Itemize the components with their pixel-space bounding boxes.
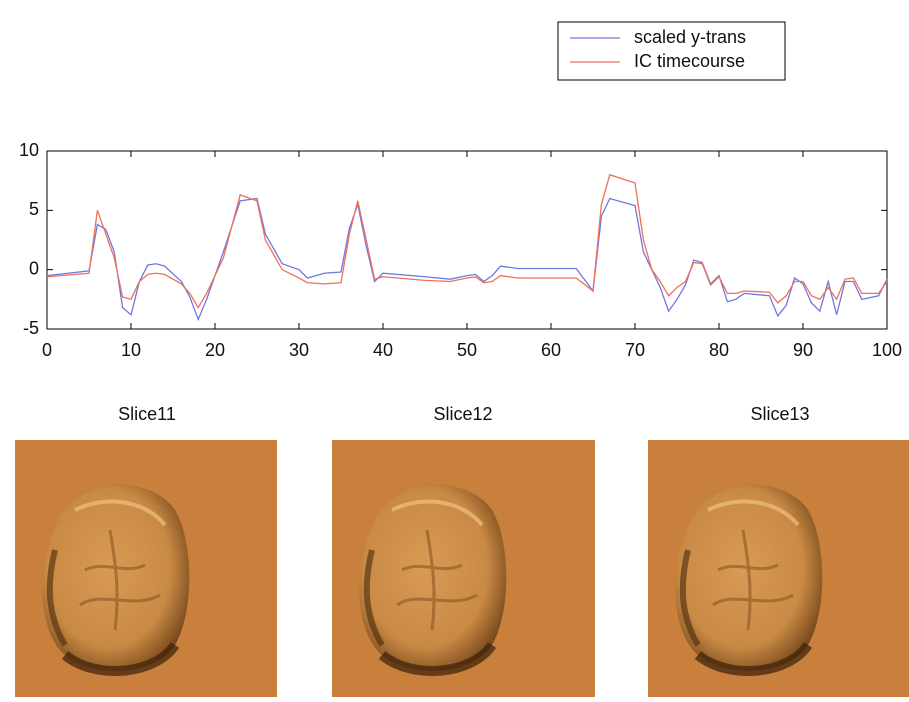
y-tick-label: -5 <box>23 318 39 338</box>
slice-title: Slice12 <box>433 404 492 424</box>
figure: Slice11 Slice12 Slice13 -505100102030405… <box>0 0 909 697</box>
data-line <box>47 198 887 319</box>
y-tick-label: 5 <box>29 199 39 219</box>
x-tick-label: 80 <box>709 340 729 360</box>
x-tick-label: 50 <box>457 340 477 360</box>
slice-panel <box>648 440 909 697</box>
x-tick-label: 30 <box>289 340 309 360</box>
y-tick-label: 0 <box>29 258 39 278</box>
slice-title: Slice11 <box>118 404 176 424</box>
plot-frame <box>47 151 887 329</box>
legend-label: IC timecourse <box>634 51 745 71</box>
legend-label: scaled y-trans <box>634 27 746 47</box>
slice-panel <box>332 440 595 697</box>
x-tick-label: 70 <box>625 340 645 360</box>
slice-panel <box>15 440 277 697</box>
x-tick-label: 20 <box>205 340 225 360</box>
x-tick-label: 40 <box>373 340 393 360</box>
x-tick-label: 60 <box>541 340 561 360</box>
slice-title: Slice13 <box>750 404 809 424</box>
y-tick-label: 10 <box>19 140 39 160</box>
x-tick-label: 0 <box>42 340 52 360</box>
x-tick-label: 10 <box>121 340 141 360</box>
x-tick-label: 100 <box>872 340 902 360</box>
x-tick-label: 90 <box>793 340 813 360</box>
data-line <box>47 175 887 308</box>
